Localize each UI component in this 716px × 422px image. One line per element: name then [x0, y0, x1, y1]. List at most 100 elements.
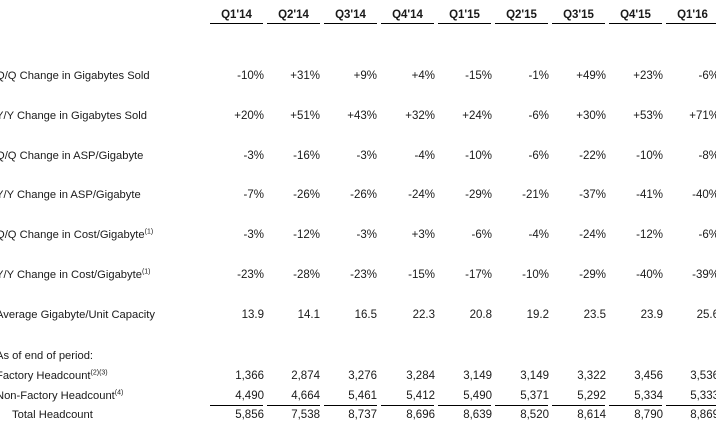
row-label-text: Average Gigabyte/Unit Capacity — [0, 309, 155, 321]
table-cell: 5,490 — [463, 390, 492, 402]
table-cell: 8,869 — [690, 409, 716, 421]
table-cell: 8,520 — [520, 409, 549, 421]
table-cell: 8,790 — [634, 409, 663, 421]
table-cell: 23.9 — [640, 309, 663, 321]
table-cell: +20% — [234, 110, 264, 122]
column-header-q1-14: Q1'14 — [210, 8, 263, 24]
table-cell: -4% — [528, 229, 549, 241]
table-cell: 3,456 — [634, 370, 663, 382]
table-cell: 16.5 — [354, 309, 377, 321]
row-label-text: Factory Headcount — [0, 370, 91, 382]
table-cell: +31% — [290, 70, 320, 82]
table-cell: -8% — [698, 150, 716, 162]
table-cell: 2,874 — [291, 370, 320, 382]
table-cell: 8,614 — [577, 409, 606, 421]
row-label: Y/Y Change in Cost/Gigabyte(1) — [0, 268, 151, 282]
row-label: Q/Q Change in ASP/Gigabyte — [0, 149, 143, 163]
footnote-marker: (2)(3) — [90, 369, 108, 377]
table-cell: -26% — [293, 189, 320, 201]
table-cell: 14.1 — [297, 309, 320, 321]
table-cell: -6% — [698, 70, 716, 82]
table-cell: -15% — [408, 269, 435, 281]
table-cell: -22% — [579, 150, 606, 162]
table-cell: -24% — [579, 229, 606, 241]
table-cell: +43% — [347, 110, 377, 122]
column-header-q3-15: Q3'15 — [552, 8, 605, 24]
row-label-text: Non-Factory Headcount — [0, 390, 115, 402]
table-cell: 7,538 — [291, 409, 320, 421]
table-cell: -10% — [237, 70, 264, 82]
subtotal-rule — [666, 405, 716, 406]
row-label-text: Y/Y Change in ASP/Gigabyte — [0, 189, 141, 201]
table-cell: -12% — [293, 229, 320, 241]
table-cell: 19.2 — [526, 309, 549, 321]
table-cell: -10% — [522, 269, 549, 281]
table-cell: -29% — [579, 269, 606, 281]
table-cell: 5,292 — [577, 390, 606, 402]
table-cell: 23.5 — [583, 309, 606, 321]
subtotal-rule — [552, 405, 605, 406]
table-cell: 3,149 — [463, 370, 492, 382]
table-cell: 3,322 — [577, 370, 606, 382]
column-header-q4-15: Q4'15 — [609, 8, 662, 24]
table-cell: -23% — [350, 269, 377, 281]
subtotal-rule — [609, 405, 662, 406]
row-label: Q/Q Change in Cost/Gigabyte(1) — [0, 228, 153, 242]
table-cell: -21% — [522, 189, 549, 201]
row-label: Y/Y Change in Gigabytes Sold — [0, 109, 147, 123]
column-header-q3-14: Q3'14 — [324, 8, 377, 24]
table-cell: +53% — [633, 110, 663, 122]
table-cell: 3,536 — [690, 370, 716, 382]
table-cell: 5,334 — [634, 390, 663, 402]
table-cell: 22.3 — [412, 309, 435, 321]
subtotal-rule — [381, 405, 434, 406]
column-header-q2-14: Q2'14 — [267, 8, 320, 24]
table-cell: 8,639 — [463, 409, 492, 421]
table-cell: -6% — [698, 229, 716, 241]
table-cell: 8,696 — [406, 409, 435, 421]
table-cell: 5,333 — [690, 390, 716, 402]
row-label-text: Total Headcount — [12, 409, 93, 421]
table-cell: -4% — [414, 150, 435, 162]
row-label: Average Gigabyte/Unit Capacity — [0, 308, 155, 322]
subtotal-rule — [438, 405, 491, 406]
table-cell: +32% — [405, 110, 435, 122]
table-cell: 3,149 — [520, 370, 549, 382]
row-label: Y/Y Change in ASP/Gigabyte — [0, 188, 141, 202]
table-cell: -39% — [692, 269, 716, 281]
table-cell: -6% — [528, 150, 549, 162]
table-cell: 25.6 — [696, 309, 716, 321]
table-cell: +49% — [576, 70, 606, 82]
table-cell: +9% — [353, 70, 377, 82]
table-cell: +23% — [633, 70, 663, 82]
column-header-q4-14: Q4'14 — [381, 8, 434, 24]
table-cell: 5,461 — [348, 390, 377, 402]
column-header-q1-15: Q1'15 — [438, 8, 491, 24]
table-cell: -3% — [356, 150, 377, 162]
row-label: Total Headcount — [12, 408, 93, 422]
table-cell: -41% — [636, 189, 663, 201]
period-note: As of end of period: — [0, 350, 94, 362]
table-cell: -16% — [293, 150, 320, 162]
footnote-marker: (4) — [114, 389, 124, 397]
table-cell: +3% — [411, 229, 435, 241]
table-cell: 3,276 — [348, 370, 377, 382]
row-label: Factory Headcount(2)(3) — [0, 369, 108, 383]
table-cell: 1,366 — [235, 370, 264, 382]
table-cell: -3% — [356, 229, 377, 241]
table-cell: -6% — [471, 229, 492, 241]
table-cell: -23% — [237, 269, 264, 281]
row-label-text: Y/Y Change in Gigabytes Sold — [0, 110, 147, 122]
column-header-q2-15: Q2'15 — [495, 8, 548, 24]
table-cell: 8,737 — [348, 409, 377, 421]
row-label: Non-Factory Headcount(4) — [0, 389, 123, 403]
table-cell: +24% — [462, 110, 492, 122]
table-cell: +71% — [689, 110, 716, 122]
table-cell: -26% — [350, 189, 377, 201]
table-cell: 5,412 — [406, 390, 435, 402]
table-cell: -7% — [243, 189, 264, 201]
row-label-text: Q/Q Change in Cost/Gigabyte — [0, 229, 145, 241]
row-label-text: Y/Y Change in Cost/Gigabyte — [0, 269, 142, 281]
table-cell: -17% — [465, 269, 492, 281]
